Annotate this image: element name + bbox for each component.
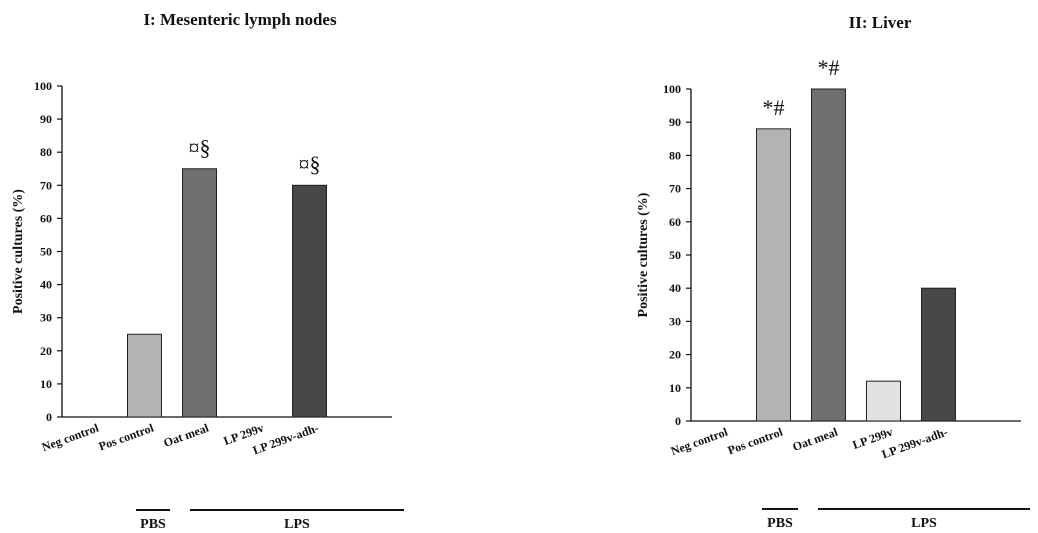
y-tick-label: 0 xyxy=(46,410,52,424)
y-tick-label: 30 xyxy=(669,314,681,328)
y-tick-label: 70 xyxy=(669,182,681,196)
chart-title: I: Mesenteric lymph nodes xyxy=(143,10,337,29)
significance-marker: *# xyxy=(818,55,840,80)
bar xyxy=(756,128,791,422)
x-tick-label: Oat meal xyxy=(162,420,212,449)
significance-marker: ¤§ xyxy=(299,151,321,176)
y-tick-label: 0 xyxy=(675,414,681,428)
y-tick-label: 70 xyxy=(40,178,52,192)
chart-title: II: Liver xyxy=(849,13,912,32)
y-tick-label: 40 xyxy=(40,278,52,292)
significance-marker: *# xyxy=(763,95,785,120)
significance-marker: ¤§ xyxy=(189,135,211,160)
bar xyxy=(127,333,162,418)
y-tick-label: 50 xyxy=(669,248,681,262)
chart-panel-1: I: Mesenteric lymph nodes 0 10 20 30 40 50 60 70… xyxy=(11,10,404,532)
y-axis-label: Positive cultures (%) xyxy=(11,189,26,314)
y-tick-label: 100 xyxy=(34,79,52,93)
bar xyxy=(292,184,327,418)
y-tick-label: 80 xyxy=(669,148,681,162)
bar xyxy=(811,88,846,422)
x-tick-label: Pos control xyxy=(97,420,156,453)
y-tick-label: 90 xyxy=(669,115,681,129)
y-tick-label: 20 xyxy=(40,344,52,358)
chart-panel-2: II: Liver 0 10 20 30 40 50 60 70 80 90 100 Positive … xyxy=(636,13,1030,531)
x-tick-label: Pos control xyxy=(726,424,785,457)
group-label: PBS xyxy=(140,517,166,532)
bar xyxy=(921,287,956,422)
y-tick-label: 100 xyxy=(663,82,681,96)
y-tick-label: 10 xyxy=(669,381,681,395)
group-label: PBS xyxy=(767,516,793,531)
y-tick-label: 60 xyxy=(669,215,681,229)
group-label: LPS xyxy=(284,517,310,532)
y-tick-label: 30 xyxy=(40,311,52,325)
y-tick-label: 80 xyxy=(40,145,52,159)
bar xyxy=(866,380,901,422)
y-tick-label: 50 xyxy=(40,245,52,259)
x-tick-label: Neg control xyxy=(40,420,101,454)
group-label: LPS xyxy=(911,516,937,531)
y-tick-label: 20 xyxy=(669,348,681,362)
y-tick-label: 10 xyxy=(40,377,52,391)
x-tick-label: Neg control xyxy=(669,424,730,458)
bar xyxy=(182,168,217,418)
y-tick-label: 90 xyxy=(40,112,52,126)
x-tick-label: Oat meal xyxy=(791,424,841,453)
y-axis-label: Positive cultures (%) xyxy=(636,192,651,317)
y-tick-label: 40 xyxy=(669,281,681,295)
y-tick-label: 60 xyxy=(40,211,52,225)
